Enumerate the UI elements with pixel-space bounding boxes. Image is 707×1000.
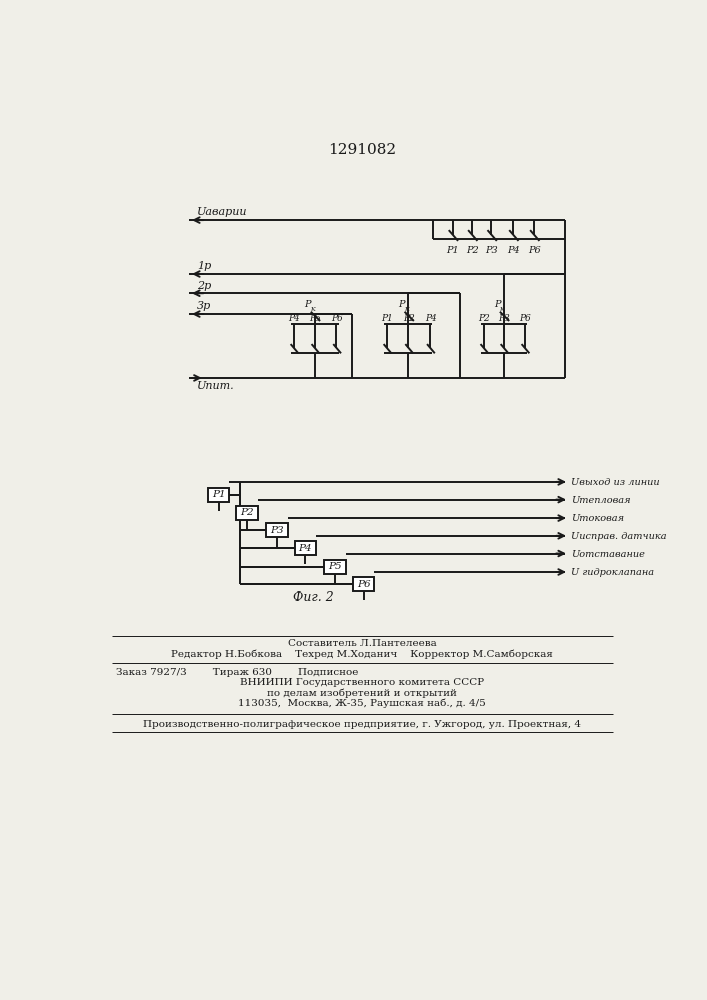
Text: P4: P4 <box>507 246 520 255</box>
Text: к: к <box>500 305 504 313</box>
Text: 2р: 2р <box>197 281 211 291</box>
Text: P4: P4 <box>425 314 436 323</box>
Bar <box>266 523 288 537</box>
Text: Редактор Н.Бобкова    Техред М.Ходанич    Корректор М.Самборская: Редактор Н.Бобкова Техред М.Ходанич Корр… <box>171 650 553 659</box>
Text: 3р: 3р <box>197 301 211 311</box>
Text: P3: P3 <box>270 526 284 535</box>
Text: P3: P3 <box>498 314 510 323</box>
Text: P2: P2 <box>240 508 254 517</box>
Text: P5: P5 <box>309 314 321 323</box>
Bar <box>353 577 374 591</box>
Text: P3: P3 <box>485 246 498 255</box>
Text: P2: P2 <box>466 246 479 255</box>
Text: Uотставание: Uотставание <box>571 550 645 559</box>
Text: Фиг. 2: Фиг. 2 <box>293 591 334 604</box>
Text: Uвыход из линии: Uвыход из линии <box>571 478 660 487</box>
Text: Uаварии: Uаварии <box>197 207 247 217</box>
Text: P1: P1 <box>446 246 459 255</box>
Text: Заказ 7927/3        Тираж 630        Подписное: Заказ 7927/3 Тираж 630 Подписное <box>115 668 358 677</box>
Bar <box>324 560 346 574</box>
Text: ВНИИПИ Государственного комитета СССР: ВНИИПИ Государственного комитета СССР <box>240 678 484 687</box>
Text: P6: P6 <box>519 314 531 323</box>
Text: P4: P4 <box>298 544 312 553</box>
Text: P6: P6 <box>357 580 370 589</box>
Text: P6: P6 <box>528 246 541 255</box>
Text: Производственно-полиграфическое предприятие, г. Ужгород, ул. Проектная, 4: Производственно-полиграфическое предприя… <box>143 720 581 729</box>
Text: к: к <box>311 305 315 313</box>
Text: P1: P1 <box>381 314 393 323</box>
Text: Uтепловая: Uтепловая <box>571 496 631 505</box>
Text: P1: P1 <box>212 490 226 499</box>
Text: Uисправ. датчика: Uисправ. датчика <box>571 532 667 541</box>
Text: 1р: 1р <box>197 261 211 271</box>
Text: Uтоковая: Uтоковая <box>571 514 624 523</box>
Text: Р: Р <box>305 300 311 309</box>
Text: Р: Р <box>398 300 405 309</box>
Bar <box>236 506 258 520</box>
Text: 113035,  Москва, Ж-35, Раушская наб., д. 4/5: 113035, Москва, Ж-35, Раушская наб., д. … <box>238 698 486 708</box>
Bar <box>295 541 316 555</box>
Text: 1291082: 1291082 <box>328 143 396 157</box>
Text: к: к <box>404 305 409 313</box>
Text: P2: P2 <box>403 314 415 323</box>
Text: P6: P6 <box>331 314 343 323</box>
Text: P4: P4 <box>288 314 300 323</box>
Text: Составитель Л.Пантелеева: Составитель Л.Пантелеева <box>288 639 436 648</box>
Text: P5: P5 <box>328 562 341 571</box>
Text: Uпит.: Uпит. <box>197 381 235 391</box>
Text: по делам изобретений и открытий: по делам изобретений и открытий <box>267 688 457 698</box>
Bar <box>208 488 230 502</box>
Text: Р: Р <box>493 300 500 309</box>
Text: P2: P2 <box>478 314 490 323</box>
Text: U гидроклапана: U гидроклапана <box>571 568 654 577</box>
